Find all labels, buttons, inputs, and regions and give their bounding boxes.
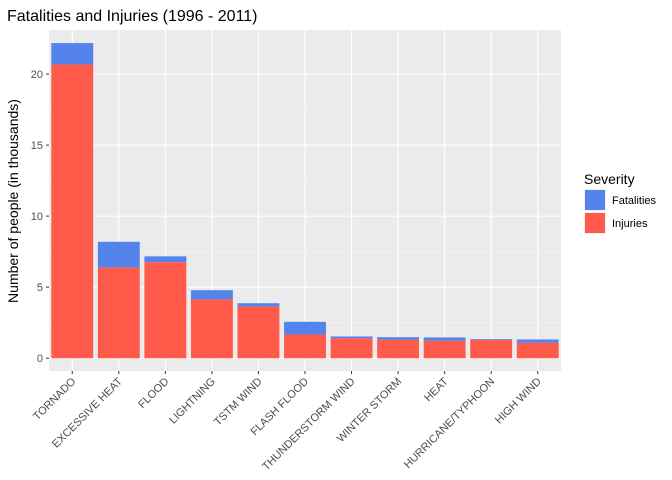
- bar-injuries: [97, 267, 140, 359]
- legend-swatch-injuries: [585, 213, 605, 233]
- bar-injuries: [144, 262, 187, 359]
- bar-injuries: [516, 342, 559, 359]
- bar-injuries: [377, 339, 420, 359]
- bar-fatalities: [144, 256, 187, 263]
- bar-fatalities: [377, 337, 420, 340]
- bar-injuries: [237, 306, 280, 359]
- bars: [51, 43, 559, 359]
- y-axis: 0 5 10 15 20: [31, 69, 49, 365]
- x-tick-label: HIGH WIND: [493, 376, 544, 427]
- legend-label-fatalities: Fatalities: [612, 195, 657, 207]
- bar-fatalities: [97, 241, 140, 268]
- legend-swatch-fatalities: [585, 190, 605, 210]
- legend-title: Severity: [584, 171, 635, 187]
- x-tick-label: TORNADO: [31, 375, 79, 423]
- x-tick-label: LIGHTNING: [167, 376, 218, 427]
- bar-injuries: [423, 340, 466, 359]
- bar-fatalities: [470, 339, 513, 341]
- bar-injuries: [330, 338, 373, 359]
- bar-fatalities: [51, 43, 94, 65]
- x-tick-label: FLOOD: [136, 376, 171, 411]
- bar-fatalities: [423, 337, 466, 341]
- bar-injuries: [190, 299, 233, 359]
- bar-injuries: [470, 340, 513, 359]
- bar-fatalities: [284, 321, 326, 335]
- bar-fatalities: [330, 336, 373, 339]
- bar-fatalities: [516, 339, 559, 343]
- legend: Severity Fatalities Injuries: [584, 171, 657, 234]
- bar-fatalities: [237, 303, 280, 307]
- y-tick-label: 5: [37, 282, 43, 294]
- chart-title: Fatalities and Injuries (1996 - 2011): [7, 8, 258, 25]
- y-tick-label: 15: [31, 140, 43, 152]
- x-tick-label: HURRICANE/TYPHOON: [402, 376, 497, 471]
- y-tick-label: 10: [31, 211, 43, 223]
- x-tick-label: HEAT: [422, 375, 451, 404]
- x-tick-label: THUNDERSTORM WIND: [260, 376, 357, 473]
- bar-injuries: [51, 64, 94, 359]
- bar-fatalities: [190, 290, 233, 300]
- y-tick-label: 0: [37, 353, 43, 365]
- y-tick-label: 20: [31, 69, 43, 81]
- bar-injuries: [284, 334, 326, 359]
- y-axis-title: Number of people (in thousands): [5, 99, 21, 303]
- legend-label-injuries: Injuries: [612, 218, 648, 230]
